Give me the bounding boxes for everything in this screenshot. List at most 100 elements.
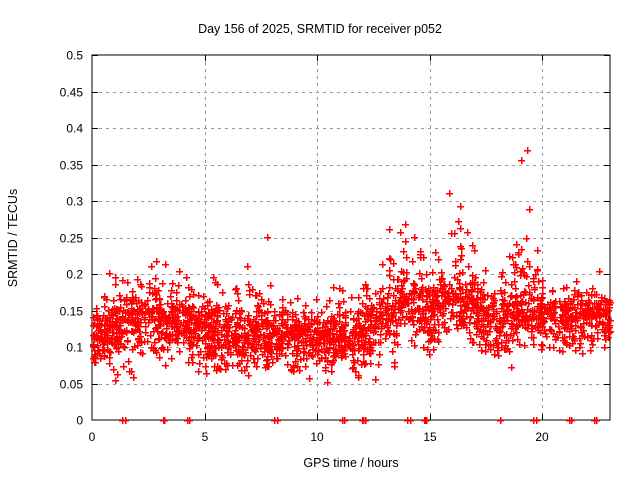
data-point [110,297,117,304]
data-point [292,321,299,328]
data-point [478,347,485,354]
data-point [114,371,121,378]
data-point [484,331,491,338]
data-point [455,218,462,225]
data-point [279,316,286,323]
data-point [241,325,248,332]
data-point [195,351,202,358]
data-point [573,278,580,285]
data-point [152,296,159,303]
data-point [161,334,168,341]
data-point [150,305,157,312]
data-point [227,349,234,356]
data-point [174,306,181,313]
data-point [389,302,396,309]
data-point [434,316,441,323]
data-point [221,360,228,367]
data-point [123,294,130,301]
data-point [271,312,278,319]
data-point [218,327,225,334]
data-point [153,295,160,302]
data-point [568,313,575,320]
data-point [96,317,103,324]
data-point [594,303,601,310]
data-point [107,349,114,356]
data-point [238,308,245,315]
data-point [457,290,464,297]
data-point [387,256,394,263]
data-point [278,320,285,327]
data-point [310,346,317,353]
data-point [167,293,174,300]
data-point [333,331,340,338]
data-point [340,298,347,305]
data-point [538,341,545,348]
data-point [117,296,124,303]
data-point [500,308,507,315]
data-point [151,339,158,346]
data-point [573,309,580,316]
data-point [607,317,614,324]
data-point [353,332,360,339]
data-point [138,283,145,290]
data-point [524,258,531,265]
data-point [539,294,546,301]
data-point [283,330,290,337]
data-point [128,328,135,335]
data-point [323,345,330,352]
data-point [419,296,426,303]
data-point [484,292,491,299]
data-point [563,306,570,313]
data-point [308,321,315,328]
data-point [539,342,546,349]
data-point [552,320,559,327]
data-point [507,293,514,300]
data-point [174,335,181,342]
data-point [269,359,276,366]
data-point [558,304,565,311]
data-point [439,312,446,319]
data-point [147,332,154,339]
zero-data-point [533,417,540,424]
data-point [293,317,300,324]
data-point [188,342,195,349]
data-point [422,304,429,311]
data-point [339,333,346,340]
zero-data-point [274,417,281,424]
data-point [313,341,320,348]
y-tick-label: 0.4 [66,122,83,136]
data-point [153,258,160,265]
data-point [376,351,383,358]
data-point [361,341,368,348]
data-point [517,292,524,299]
data-point [604,321,611,328]
data-point [355,315,362,322]
data-point [111,309,118,316]
data-point [186,319,193,326]
data-point [142,301,149,308]
data-point [363,292,370,299]
data-point [382,320,389,327]
data-point [162,261,169,268]
x-tick-label: 20 [535,430,549,444]
data-point [526,263,533,270]
data-point [495,352,502,359]
data-point [195,292,202,299]
data-point [376,313,383,320]
data-point [556,329,563,336]
data-point [469,286,476,293]
data-point [186,312,193,319]
data-point [513,322,520,329]
y-tick-label: 0.3 [66,195,83,209]
data-point [345,342,352,349]
data-point [358,361,365,368]
data-point [288,334,295,341]
data-point [376,301,383,308]
data-point [397,309,404,316]
data-point [106,354,113,361]
zero-data-point [362,417,369,424]
data-point [405,308,412,315]
data-point [117,341,124,348]
data-point [203,319,210,326]
data-point [562,302,569,309]
